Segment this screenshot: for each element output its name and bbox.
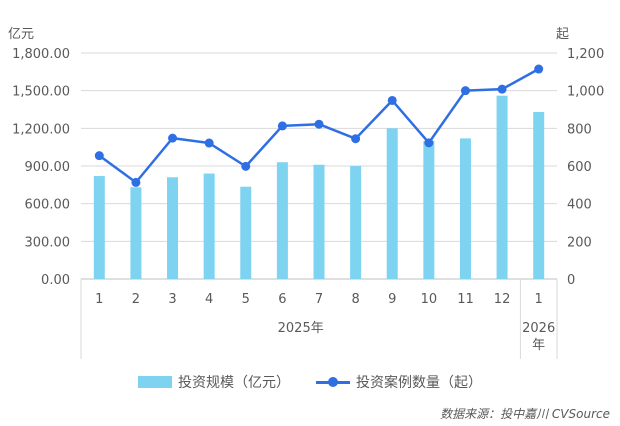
left-tick-label: 300.00 — [25, 235, 71, 250]
category-label: 9 — [388, 292, 396, 307]
left-tick-label: 1,800.00 — [12, 47, 70, 62]
line-point — [497, 84, 507, 94]
right-axis-unit: 起 — [556, 27, 570, 42]
category-label: 1 — [535, 292, 543, 307]
line-point — [204, 138, 214, 148]
legend-item-line: 投资案例数量（起） — [316, 372, 482, 392]
source-note: 数据来源：投中嘉川 CVSource — [440, 407, 610, 421]
category-label: 12 — [494, 292, 511, 307]
category-label: 6 — [278, 292, 286, 307]
bar — [423, 140, 435, 279]
year-group-label: 2026 年 — [522, 321, 555, 353]
bar — [313, 164, 325, 279]
legend-line-label: 投资案例数量（起） — [356, 375, 482, 391]
right-tick-label: 200 — [567, 235, 592, 250]
bar — [240, 186, 252, 279]
line-point — [168, 133, 178, 143]
category-label: 2 — [132, 292, 140, 307]
bar — [496, 95, 508, 279]
left-axis-unit: 亿元 — [8, 27, 35, 42]
bar — [167, 177, 179, 279]
bar — [533, 112, 545, 279]
category-label: 11 — [457, 292, 474, 307]
bar — [386, 128, 398, 279]
line-point — [351, 134, 361, 144]
left-tick-label: 1,500.00 — [12, 85, 70, 100]
line-point — [387, 95, 397, 105]
bar — [130, 187, 142, 279]
year-group-label: 2025年 — [278, 321, 324, 336]
bar — [203, 173, 215, 279]
bar — [93, 176, 105, 279]
line-point — [460, 86, 470, 96]
category-label: 5 — [242, 292, 250, 307]
legend-bar-swatch — [138, 376, 172, 388]
right-tick-label: 1,200 — [567, 47, 604, 62]
legend-item-bar: 投资规模（亿元） — [138, 372, 290, 392]
line-point — [131, 177, 141, 187]
right-tick-label: 800 — [567, 122, 592, 137]
left-tick-label: 900.00 — [25, 160, 71, 175]
line-point — [241, 161, 251, 171]
line-point — [94, 151, 104, 161]
category-label: 8 — [351, 292, 359, 307]
line-point — [534, 64, 544, 74]
line-point — [314, 119, 324, 129]
right-tick-label: 400 — [567, 198, 592, 213]
legend-bar-label: 投资规模（亿元） — [178, 375, 290, 391]
legend: 投资规模（亿元） 投资案例数量（起） — [0, 371, 620, 393]
category-label: 4 — [205, 292, 213, 307]
category-label: 3 — [168, 292, 176, 307]
category-label: 7 — [315, 292, 323, 307]
bar — [459, 138, 471, 279]
right-tick-label: 600 — [567, 160, 592, 175]
left-tick-label: 1,200.00 — [12, 122, 70, 137]
right-tick-label: 0 — [567, 273, 575, 288]
bar — [276, 162, 288, 279]
line-point — [424, 138, 434, 148]
left-tick-label: 0.00 — [41, 273, 70, 288]
left-tick-label: 600.00 — [25, 198, 71, 213]
line-point — [277, 121, 287, 131]
legend-line-swatch — [316, 376, 350, 388]
bar — [350, 166, 362, 279]
category-label: 1 — [95, 292, 103, 307]
right-tick-label: 1,000 — [567, 85, 604, 100]
category-label: 10 — [421, 292, 438, 307]
